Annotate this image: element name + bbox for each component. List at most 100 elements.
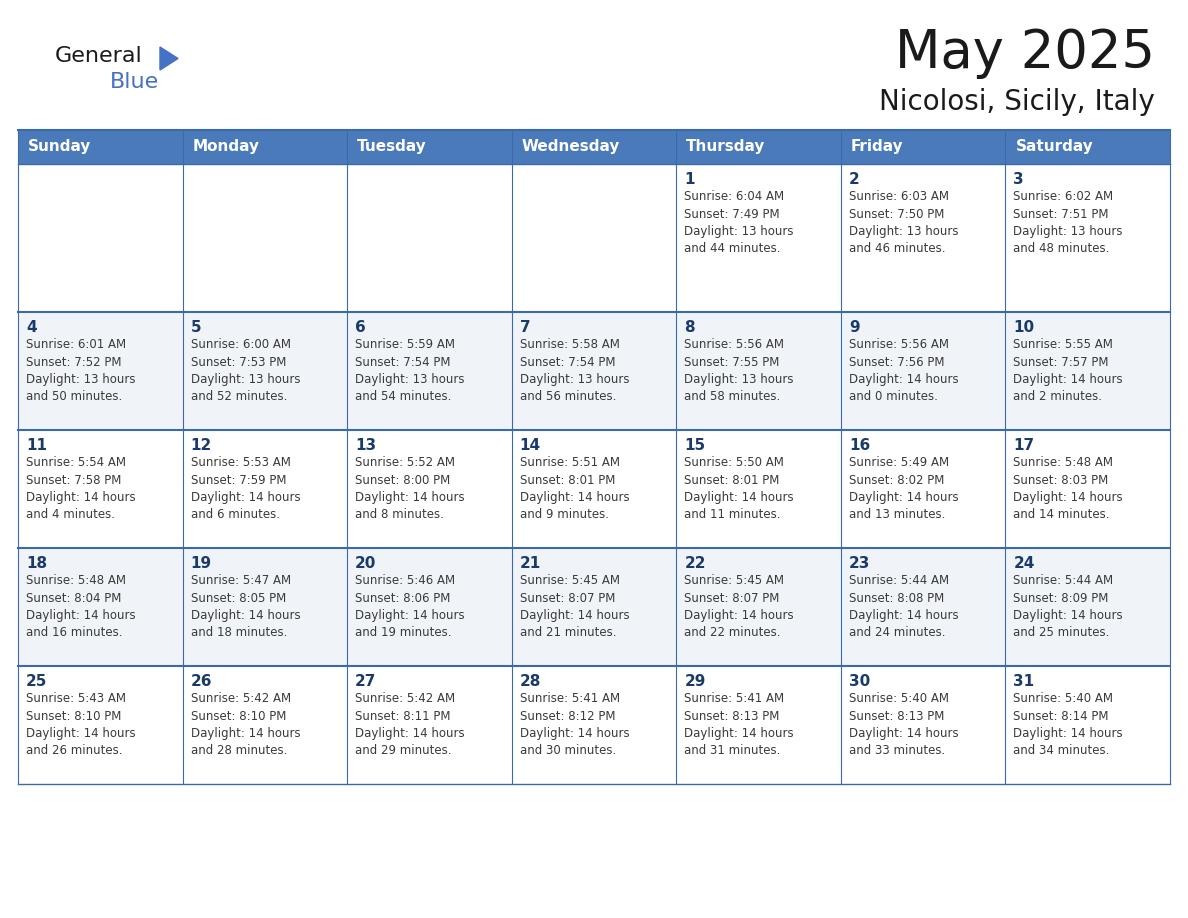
Text: 21: 21 [519, 556, 541, 571]
Bar [183, 130, 347, 164]
Text: 1: 1 [684, 172, 695, 187]
Text: Sunrise: 5:42 AM
Sunset: 8:10 PM
Daylight: 14 hours
and 28 minutes.: Sunrise: 5:42 AM Sunset: 8:10 PM Dayligh… [190, 692, 301, 757]
Text: Sunrise: 5:46 AM
Sunset: 8:06 PM
Daylight: 14 hours
and 19 minutes.: Sunrise: 5:46 AM Sunset: 8:06 PM Dayligh… [355, 574, 465, 640]
Bar [676, 312, 841, 430]
Text: 3: 3 [1013, 172, 1024, 187]
Text: General: General [55, 46, 143, 66]
Bar [1005, 430, 1170, 548]
Bar [512, 164, 676, 312]
Bar [1005, 164, 1170, 312]
Bar [18, 164, 183, 312]
Text: Sunrise: 6:01 AM
Sunset: 7:52 PM
Daylight: 13 hours
and 50 minutes.: Sunrise: 6:01 AM Sunset: 7:52 PM Dayligh… [26, 338, 135, 404]
Text: Sunrise: 5:53 AM
Sunset: 7:59 PM
Daylight: 14 hours
and 6 minutes.: Sunrise: 5:53 AM Sunset: 7:59 PM Dayligh… [190, 456, 301, 521]
Text: 6: 6 [355, 320, 366, 335]
Bar [18, 312, 183, 430]
Bar [18, 130, 183, 164]
Text: Sunday: Sunday [29, 140, 91, 154]
Text: 23: 23 [849, 556, 871, 571]
Text: Sunrise: 5:56 AM
Sunset: 7:55 PM
Daylight: 13 hours
and 58 minutes.: Sunrise: 5:56 AM Sunset: 7:55 PM Dayligh… [684, 338, 794, 404]
Text: Sunrise: 5:51 AM
Sunset: 8:01 PM
Daylight: 14 hours
and 9 minutes.: Sunrise: 5:51 AM Sunset: 8:01 PM Dayligh… [519, 456, 630, 521]
Text: 27: 27 [355, 674, 377, 689]
Text: Sunrise: 5:52 AM
Sunset: 8:00 PM
Daylight: 14 hours
and 8 minutes.: Sunrise: 5:52 AM Sunset: 8:00 PM Dayligh… [355, 456, 465, 521]
Bar [347, 666, 512, 784]
Bar [18, 548, 183, 666]
Text: Sunrise: 6:04 AM
Sunset: 7:49 PM
Daylight: 13 hours
and 44 minutes.: Sunrise: 6:04 AM Sunset: 7:49 PM Dayligh… [684, 190, 794, 255]
Bar [512, 312, 676, 430]
Bar [1005, 666, 1170, 784]
Bar [841, 666, 1005, 784]
Bar [1005, 312, 1170, 430]
Text: 9: 9 [849, 320, 859, 335]
Bar [347, 164, 512, 312]
Text: Sunrise: 5:58 AM
Sunset: 7:54 PM
Daylight: 13 hours
and 56 minutes.: Sunrise: 5:58 AM Sunset: 7:54 PM Dayligh… [519, 338, 630, 404]
Text: Sunrise: 6:00 AM
Sunset: 7:53 PM
Daylight: 13 hours
and 52 minutes.: Sunrise: 6:00 AM Sunset: 7:53 PM Dayligh… [190, 338, 301, 404]
Bar [676, 164, 841, 312]
Bar [512, 548, 676, 666]
Text: 2: 2 [849, 172, 860, 187]
Text: 24: 24 [1013, 556, 1035, 571]
Text: Blue: Blue [110, 72, 159, 92]
Text: Thursday: Thursday [687, 140, 765, 154]
Text: Sunrise: 5:55 AM
Sunset: 7:57 PM
Daylight: 14 hours
and 2 minutes.: Sunrise: 5:55 AM Sunset: 7:57 PM Dayligh… [1013, 338, 1123, 404]
Bar [512, 430, 676, 548]
Text: Sunrise: 5:48 AM
Sunset: 8:04 PM
Daylight: 14 hours
and 16 minutes.: Sunrise: 5:48 AM Sunset: 8:04 PM Dayligh… [26, 574, 135, 640]
Bar [347, 430, 512, 548]
Text: Sunrise: 5:41 AM
Sunset: 8:13 PM
Daylight: 14 hours
and 31 minutes.: Sunrise: 5:41 AM Sunset: 8:13 PM Dayligh… [684, 692, 794, 757]
Text: 31: 31 [1013, 674, 1035, 689]
Polygon shape [160, 47, 178, 70]
Bar [512, 130, 676, 164]
Text: Sunrise: 5:54 AM
Sunset: 7:58 PM
Daylight: 14 hours
and 4 minutes.: Sunrise: 5:54 AM Sunset: 7:58 PM Dayligh… [26, 456, 135, 521]
Bar [841, 130, 1005, 164]
Text: Sunrise: 5:48 AM
Sunset: 8:03 PM
Daylight: 14 hours
and 14 minutes.: Sunrise: 5:48 AM Sunset: 8:03 PM Dayligh… [1013, 456, 1123, 521]
Bar [183, 312, 347, 430]
Bar [347, 312, 512, 430]
Text: 30: 30 [849, 674, 870, 689]
Bar [676, 430, 841, 548]
Bar [1005, 130, 1170, 164]
Text: Sunrise: 5:49 AM
Sunset: 8:02 PM
Daylight: 14 hours
and 13 minutes.: Sunrise: 5:49 AM Sunset: 8:02 PM Dayligh… [849, 456, 959, 521]
Text: 13: 13 [355, 438, 377, 453]
Bar [183, 164, 347, 312]
Bar [183, 666, 347, 784]
Text: 5: 5 [190, 320, 201, 335]
Text: 18: 18 [26, 556, 48, 571]
Text: 28: 28 [519, 674, 541, 689]
Bar [18, 666, 183, 784]
Text: Monday: Monday [192, 140, 259, 154]
Text: Sunrise: 5:45 AM
Sunset: 8:07 PM
Daylight: 14 hours
and 22 minutes.: Sunrise: 5:45 AM Sunset: 8:07 PM Dayligh… [684, 574, 794, 640]
Text: Sunrise: 5:41 AM
Sunset: 8:12 PM
Daylight: 14 hours
and 30 minutes.: Sunrise: 5:41 AM Sunset: 8:12 PM Dayligh… [519, 692, 630, 757]
Bar [18, 430, 183, 548]
Text: 4: 4 [26, 320, 37, 335]
Text: Sunrise: 6:03 AM
Sunset: 7:50 PM
Daylight: 13 hours
and 46 minutes.: Sunrise: 6:03 AM Sunset: 7:50 PM Dayligh… [849, 190, 959, 255]
Text: 16: 16 [849, 438, 870, 453]
Text: Friday: Friday [851, 140, 904, 154]
Text: Sunrise: 5:47 AM
Sunset: 8:05 PM
Daylight: 14 hours
and 18 minutes.: Sunrise: 5:47 AM Sunset: 8:05 PM Dayligh… [190, 574, 301, 640]
Text: 15: 15 [684, 438, 706, 453]
Bar [676, 666, 841, 784]
Text: Sunrise: 5:44 AM
Sunset: 8:08 PM
Daylight: 14 hours
and 24 minutes.: Sunrise: 5:44 AM Sunset: 8:08 PM Dayligh… [849, 574, 959, 640]
Bar [676, 548, 841, 666]
Text: Sunrise: 5:42 AM
Sunset: 8:11 PM
Daylight: 14 hours
and 29 minutes.: Sunrise: 5:42 AM Sunset: 8:11 PM Dayligh… [355, 692, 465, 757]
Text: Nicolosi, Sicily, Italy: Nicolosi, Sicily, Italy [879, 88, 1155, 116]
Text: Sunrise: 5:59 AM
Sunset: 7:54 PM
Daylight: 13 hours
and 54 minutes.: Sunrise: 5:59 AM Sunset: 7:54 PM Dayligh… [355, 338, 465, 404]
Text: 20: 20 [355, 556, 377, 571]
Text: Sunrise: 5:40 AM
Sunset: 8:13 PM
Daylight: 14 hours
and 33 minutes.: Sunrise: 5:40 AM Sunset: 8:13 PM Dayligh… [849, 692, 959, 757]
Text: Sunrise: 5:44 AM
Sunset: 8:09 PM
Daylight: 14 hours
and 25 minutes.: Sunrise: 5:44 AM Sunset: 8:09 PM Dayligh… [1013, 574, 1123, 640]
Bar [841, 312, 1005, 430]
Text: May 2025: May 2025 [895, 27, 1155, 79]
Text: Sunrise: 5:50 AM
Sunset: 8:01 PM
Daylight: 14 hours
and 11 minutes.: Sunrise: 5:50 AM Sunset: 8:01 PM Dayligh… [684, 456, 794, 521]
Text: 10: 10 [1013, 320, 1035, 335]
Text: 12: 12 [190, 438, 211, 453]
Text: 25: 25 [26, 674, 48, 689]
Bar [347, 130, 512, 164]
Text: Saturday: Saturday [1016, 140, 1093, 154]
Text: Wednesday: Wednesday [522, 140, 620, 154]
Text: 14: 14 [519, 438, 541, 453]
Bar [841, 164, 1005, 312]
Text: 7: 7 [519, 320, 530, 335]
Bar [1005, 548, 1170, 666]
Bar [512, 666, 676, 784]
Text: Sunrise: 5:43 AM
Sunset: 8:10 PM
Daylight: 14 hours
and 26 minutes.: Sunrise: 5:43 AM Sunset: 8:10 PM Dayligh… [26, 692, 135, 757]
Text: Sunrise: 5:40 AM
Sunset: 8:14 PM
Daylight: 14 hours
and 34 minutes.: Sunrise: 5:40 AM Sunset: 8:14 PM Dayligh… [1013, 692, 1123, 757]
Text: 8: 8 [684, 320, 695, 335]
